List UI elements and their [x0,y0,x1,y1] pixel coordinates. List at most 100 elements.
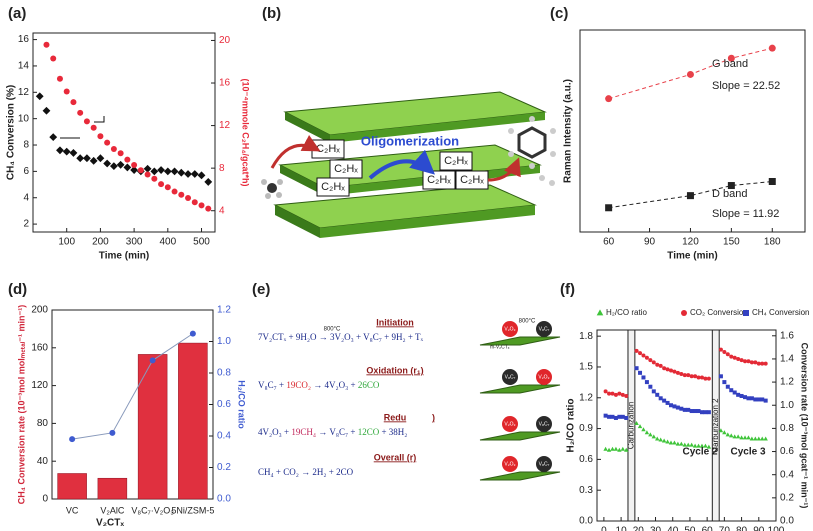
data-point [143,164,152,173]
data-point [689,374,694,379]
x-tick-label: 50 [684,526,696,531]
data-point [117,150,124,157]
data-point [703,443,708,448]
data-point [613,392,618,397]
particle [502,456,518,472]
data-point [624,415,629,420]
data-point [722,430,727,435]
species: C₂Hₓ [321,181,345,193]
x-axis-title: Time (min) [99,251,149,262]
data-point [70,99,77,106]
data-point [682,442,687,447]
data-point [706,376,711,381]
annotation: G band [712,58,748,70]
data-point [662,366,667,371]
data-point [204,178,213,186]
data-point [624,447,629,452]
particle-label: V₂O₃ [504,421,515,427]
data-point [607,414,612,419]
data-point [171,188,178,195]
step-title: Redu [384,412,407,422]
y2-tick-label: 0.8 [780,423,794,434]
data-point [144,171,151,178]
data-point [150,167,159,176]
x-tick-label: 100 [58,237,75,248]
panel-label: (c) [550,5,568,22]
data-point [753,436,758,441]
y2-tick-label: 16 [219,78,231,89]
data-point [637,424,643,429]
data-point [641,375,646,380]
data-point [655,362,660,367]
y2-tick-label: 12 [219,120,231,131]
condition: 800°C [324,327,341,333]
data-point [634,421,639,426]
data-point [77,109,84,116]
data-point [696,375,701,380]
equation-part: CH₄ + CO₂ → 2H₂ + 2CO [258,467,354,477]
data-point [198,202,205,209]
data-point [686,192,694,200]
data-point [157,166,165,174]
annotation: Slope = 22.52 [712,80,780,92]
data-point [760,397,765,402]
particle [536,321,552,337]
x-tick-label: 60 [702,526,714,531]
data-point [706,444,712,449]
data-point [729,433,734,438]
span-region [711,329,720,522]
equation-part: 7V₂CTₓ + 9H₂O → 3V₂O₃ + V₈C₇ + 9H₂ + Tₓ [258,332,424,342]
data-point [679,371,684,376]
data-point [617,447,622,452]
data-point [149,357,156,364]
particle-label: V₈C₇ [505,374,516,380]
data-point [651,360,656,365]
y-tick-label: 16 [18,34,30,45]
y-tick-label: 0.3 [579,485,593,496]
species: C₂Hₓ [427,174,451,186]
y2-axis-title: (10⁻⁴mmole C₂H₄/gcat*h) [241,78,251,186]
data-point [675,405,680,410]
data-point [607,391,612,396]
data-point [692,443,698,448]
y2-tick-label: 0.0 [217,494,231,505]
data-point [109,429,116,436]
data-point [675,441,681,446]
data-point [682,373,687,378]
data-point [760,436,765,441]
data-point [56,146,64,155]
data-point [686,407,691,412]
data-point [69,149,78,157]
data-point [746,396,751,401]
data-point [703,410,708,415]
data-point [62,147,71,156]
data-point [205,205,212,212]
equation: V₈C₇ + 19CO₂ → 4V₂O₃ + 26CO [258,380,380,390]
data-point [123,163,132,172]
x-tick-label: 10 [616,526,628,531]
data-point [124,156,131,163]
data-point [189,330,196,337]
step-title: ) [432,412,435,422]
data-point [693,409,698,414]
data-point [648,384,653,389]
data-point [729,354,734,359]
data-point [763,361,768,366]
data-point [56,75,63,82]
particle [536,369,552,385]
span-region [627,329,636,522]
panel-e: (e) Initiation 7V₂CTₓ + 9H₂O → 3V₂O₃ + V₈… [252,281,561,481]
particle [536,416,552,432]
data-point [90,124,97,131]
data-point [641,353,646,358]
bar [57,473,87,500]
data-point [185,194,192,201]
data-point [158,181,165,188]
adsorb-arrow [270,134,321,169]
legend-label: CH₄ Conversion [752,308,810,317]
data-point [624,393,629,398]
data-point [137,167,144,174]
y2-tick-label: 0.6 [217,399,231,410]
y2-axis-title: H₂/CO ratio [237,380,247,429]
